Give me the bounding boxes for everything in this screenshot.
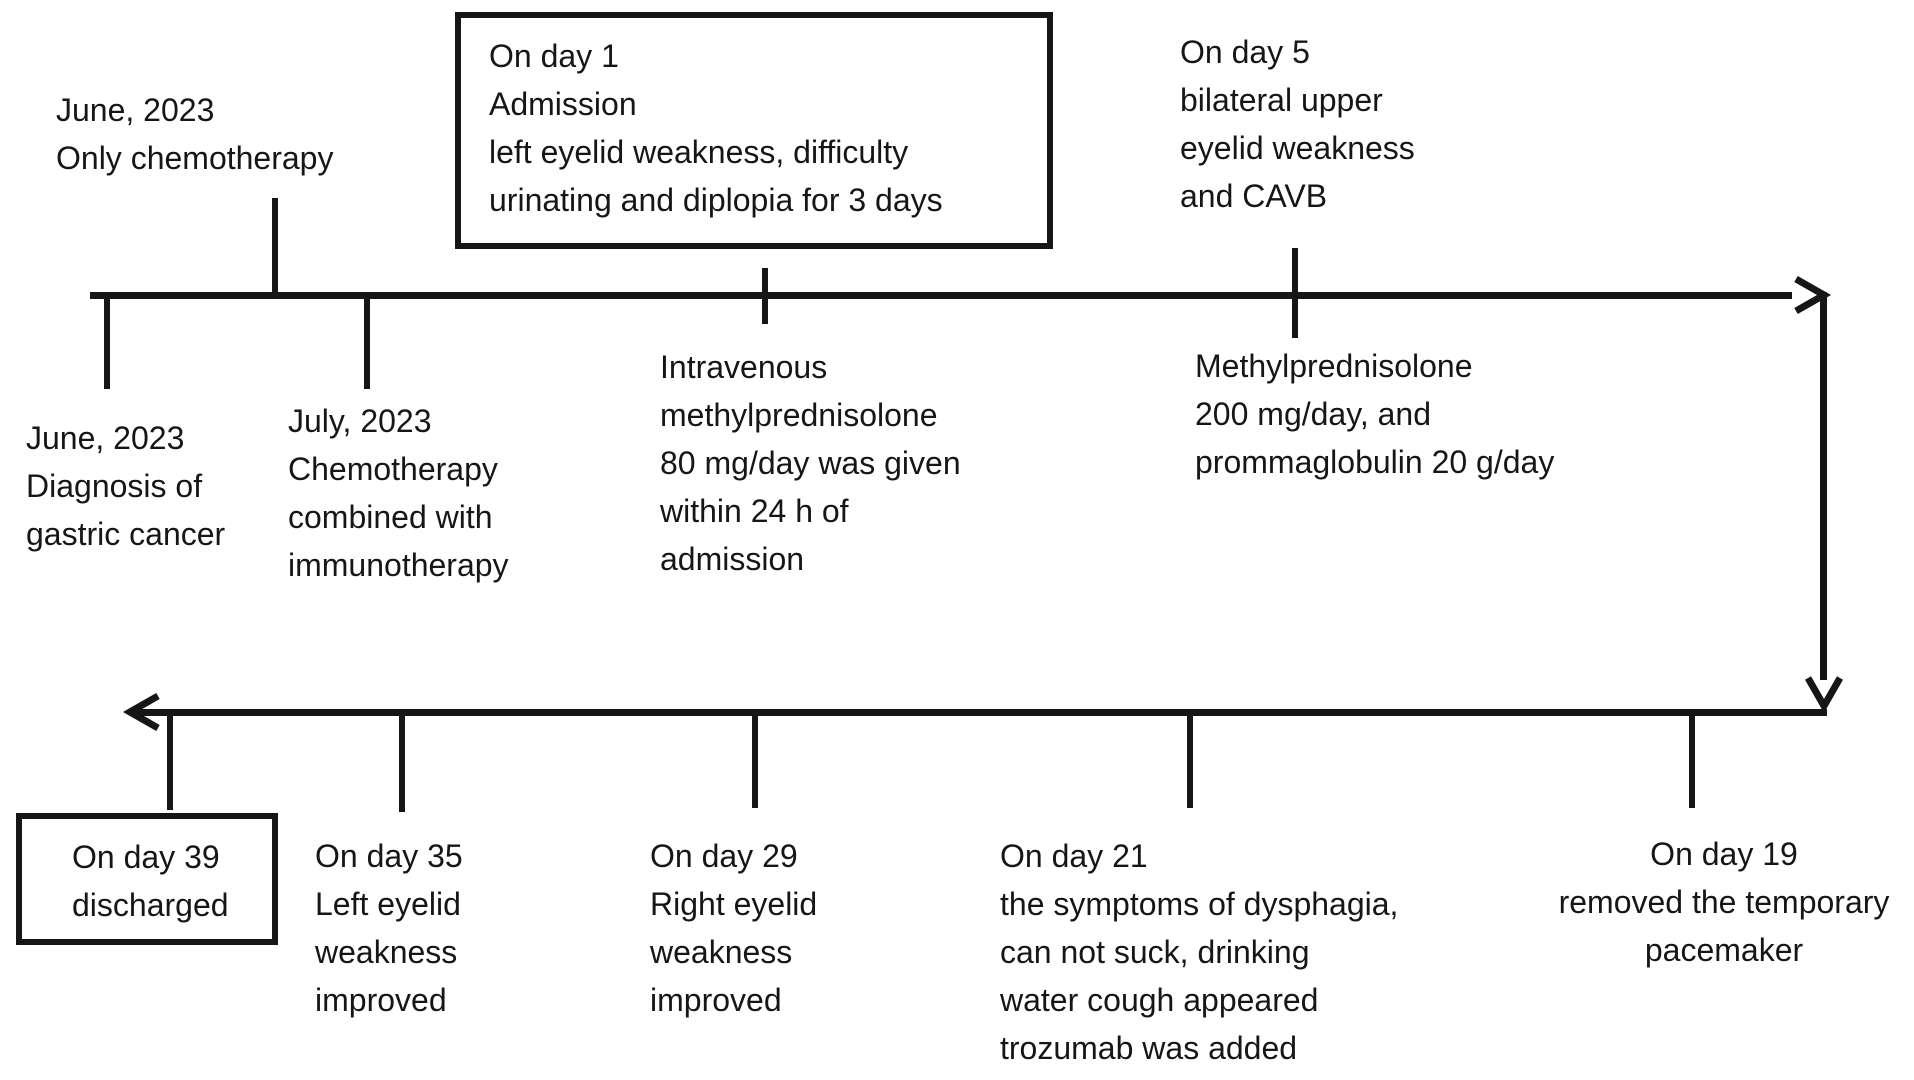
event-chemo-immuno-line: immunotherapy (288, 547, 509, 583)
event-iv-methylprednisolone-line: admission (660, 541, 805, 577)
arrow-down-icon (1804, 676, 1844, 714)
event-day21-line: can not suck, drinking (1000, 934, 1310, 970)
arrow-left-icon (122, 692, 160, 732)
event-day35-line: Left eyelid (315, 886, 461, 922)
event-chemo-immuno: July, 2023 Chemotherapy combined with im… (288, 397, 509, 589)
event-day21-line: trozumab was added (1000, 1030, 1298, 1066)
event-day21: On day 21 the symptoms of dysphagia, can… (1000, 832, 1398, 1072)
admission-box-line: Admission (489, 86, 637, 122)
event-day21-line: On day 21 (1000, 838, 1148, 874)
tick-day5 (1292, 248, 1298, 338)
tick-day39 (167, 716, 173, 810)
event-only-chemo-line: Only chemotherapy (56, 140, 334, 176)
event-day35-line: weakness (315, 934, 458, 970)
event-day5-line: bilateral upper (1180, 82, 1383, 118)
event-day5-line: and CAVB (1180, 178, 1328, 214)
event-day29-line: weakness (650, 934, 793, 970)
event-day5: On day 5 bilateral upper eyelid weakness… (1180, 28, 1415, 220)
tick-day35 (399, 716, 405, 812)
event-diagnosis-line: gastric cancer (26, 516, 226, 552)
right-connector-line (1820, 292, 1827, 680)
event-diagnosis: June, 2023 Diagnosis of gastric cancer (26, 414, 225, 558)
tick-day1-admission (762, 268, 768, 324)
event-diagnosis-line: Diagnosis of (26, 468, 203, 504)
event-iv-methylprednisolone-line: within 24 h of (660, 493, 849, 529)
admission-box: On day 1 Admission left eyelid weakness,… (455, 12, 1053, 249)
event-methylprednisolone-200-line: Methylprednisolone (1195, 348, 1473, 384)
discharge-box: On day 39 discharged (16, 813, 278, 945)
event-day19: On day 19 removed the temporary pacemake… (1538, 830, 1910, 974)
tick-only-chemo (272, 198, 278, 293)
event-day21-line: the symptoms of dysphagia, (1000, 886, 1399, 922)
tick-day29 (752, 716, 758, 808)
bottom-timeline-line (136, 709, 1827, 716)
event-day35-line: On day 35 (315, 838, 463, 874)
tick-day21 (1187, 716, 1193, 808)
event-methylprednisolone-200: Methylprednisolone 200 mg/day, and promm… (1195, 342, 1554, 486)
event-iv-methylprednisolone-line: methylprednisolone (660, 397, 938, 433)
event-day29: On day 29 Right eyelid weakness improved (650, 832, 817, 1024)
event-chemo-immuno-line: Chemotherapy (288, 451, 498, 487)
event-chemo-immuno-line: July, 2023 (288, 403, 432, 439)
event-day29-line: improved (650, 982, 782, 1018)
event-day19-line: removed the temporary (1558, 884, 1890, 920)
tick-diagnosis (104, 299, 110, 389)
event-day19-line: On day 19 (1650, 836, 1798, 872)
event-day29-line: Right eyelid (650, 886, 818, 922)
top-timeline-line (90, 292, 1792, 299)
event-diagnosis-line: June, 2023 (26, 420, 185, 456)
event-day5-line: eyelid weakness (1180, 130, 1415, 166)
discharge-box-line: On day 39 (72, 839, 220, 875)
event-iv-methylprednisolone-line: Intravenous (660, 349, 828, 385)
event-day35-line: improved (315, 982, 447, 1018)
event-only-chemo: June, 2023 Only chemotherapy (56, 86, 333, 182)
event-day5-line: On day 5 (1180, 34, 1310, 70)
event-day19-line: pacemaker (1644, 932, 1804, 968)
event-day35: On day 35 Left eyelid weakness improved (315, 832, 463, 1024)
event-methylprednisolone-200-line: 200 mg/day, and (1195, 396, 1432, 432)
discharge-box-line: discharged (72, 887, 229, 923)
event-day29-line: On day 29 (650, 838, 798, 874)
admission-box-line: On day 1 (489, 38, 619, 74)
event-methylprednisolone-200-line: prommaglobulin 20 g/day (1195, 444, 1555, 480)
tick-chemo-immuno (364, 299, 370, 389)
admission-box-line: urinating and diplopia for 3 days (489, 182, 943, 218)
event-iv-methylprednisolone-line: 80 mg/day was given (660, 445, 961, 481)
tick-day19 (1689, 716, 1695, 808)
event-iv-methylprednisolone: Intravenous methylprednisolone 80 mg/day… (660, 343, 961, 583)
admission-box-line: left eyelid weakness, difficulty (489, 134, 909, 170)
event-day21-line: water cough appeared (1000, 982, 1319, 1018)
event-only-chemo-line: June, 2023 (56, 92, 215, 128)
event-chemo-immuno-line: combined with (288, 499, 493, 535)
